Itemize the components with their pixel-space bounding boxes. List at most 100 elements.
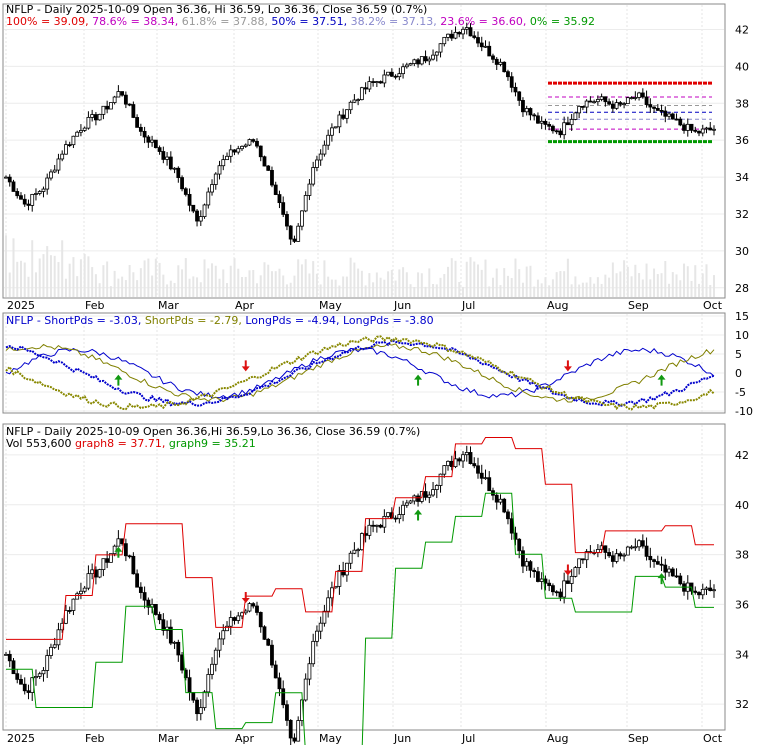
candle-body bbox=[108, 102, 113, 110]
candle-body bbox=[378, 81, 383, 84]
candle-body bbox=[213, 173, 218, 185]
volume-bar bbox=[705, 264, 708, 297]
candle-body bbox=[536, 571, 540, 582]
volume-bar bbox=[615, 273, 618, 297]
candle-body bbox=[266, 638, 271, 646]
candle-body bbox=[438, 43, 443, 53]
volume-bar bbox=[626, 266, 629, 297]
candle-body bbox=[502, 61, 507, 73]
candle-body bbox=[138, 126, 143, 132]
candle-body bbox=[243, 144, 248, 147]
y-tick-label-bot: 32 bbox=[735, 698, 749, 711]
candle-body bbox=[307, 183, 312, 196]
x-tick-label-top: Jun bbox=[393, 299, 411, 312]
candle-body bbox=[543, 120, 548, 125]
candle-body bbox=[670, 113, 675, 120]
volume-bar bbox=[623, 260, 626, 297]
candle-body bbox=[648, 555, 653, 561]
volume-bar bbox=[458, 281, 461, 297]
candle-body bbox=[468, 27, 473, 37]
volume-bar bbox=[102, 265, 105, 297]
candle-body bbox=[4, 653, 8, 656]
candle-body bbox=[622, 103, 626, 106]
candle-body bbox=[521, 550, 525, 567]
candle-body bbox=[277, 194, 282, 204]
volume-bar bbox=[91, 267, 94, 297]
volume-bar bbox=[248, 270, 251, 297]
volume-bar bbox=[173, 282, 176, 297]
y-tick-label-mid: -5 bbox=[735, 386, 746, 399]
candle-body bbox=[311, 640, 316, 665]
volume-bar bbox=[574, 276, 577, 297]
candle-body bbox=[622, 554, 626, 557]
candle-body bbox=[674, 575, 679, 578]
volume-bar bbox=[94, 274, 97, 297]
bottom-legend-item-2: graph9 = 35.21 bbox=[165, 437, 255, 450]
volume-bar bbox=[192, 276, 195, 297]
candle-body bbox=[532, 569, 537, 573]
volume-bar bbox=[510, 278, 513, 297]
volume-bar bbox=[117, 278, 120, 297]
volume-bar bbox=[158, 262, 161, 297]
candle-body bbox=[397, 73, 402, 78]
candle-body bbox=[217, 638, 222, 651]
candle-body bbox=[697, 130, 701, 134]
candle-body bbox=[483, 477, 488, 480]
candle-body bbox=[202, 691, 207, 709]
candle-body bbox=[599, 96, 604, 100]
volume-bar bbox=[233, 258, 236, 297]
volume-bar bbox=[387, 271, 390, 297]
candle-body bbox=[670, 568, 675, 577]
volume-bar bbox=[19, 260, 22, 297]
candle-body bbox=[663, 110, 668, 117]
volume-bar bbox=[690, 280, 693, 297]
candle-body bbox=[67, 610, 72, 612]
candle-body bbox=[584, 100, 589, 108]
candle-body bbox=[359, 533, 364, 551]
candle-body bbox=[34, 193, 38, 195]
candle-body bbox=[49, 646, 53, 656]
volume-bar bbox=[480, 269, 483, 297]
candle-body bbox=[648, 104, 653, 108]
volume-bar bbox=[589, 277, 592, 297]
candle-body bbox=[378, 524, 383, 528]
candle-body bbox=[356, 99, 361, 102]
candle-body bbox=[536, 115, 540, 124]
candle-body bbox=[652, 106, 656, 109]
volume-bar bbox=[330, 279, 333, 297]
volume-bar bbox=[300, 264, 303, 297]
candle-body bbox=[697, 592, 701, 596]
candle-body bbox=[300, 210, 304, 227]
volume-bar bbox=[121, 276, 124, 297]
candle-body bbox=[566, 122, 570, 126]
candle-body bbox=[476, 37, 480, 44]
oscillator-legend: NFLP - ShortPds = -3.03, ShortPds = -2.7… bbox=[6, 314, 434, 327]
candle-body bbox=[315, 159, 319, 168]
candle-body bbox=[614, 102, 619, 109]
candle-body bbox=[168, 156, 173, 170]
candle-body bbox=[255, 605, 259, 613]
candle-body bbox=[4, 176, 8, 179]
volume-bar bbox=[660, 273, 663, 297]
candle-body bbox=[367, 81, 372, 90]
x-tick-label-top: Aug bbox=[547, 299, 568, 312]
volume-bar bbox=[611, 262, 614, 297]
candle-body bbox=[221, 159, 226, 167]
candle-body bbox=[123, 543, 128, 557]
candle-body bbox=[487, 45, 492, 57]
candle-body bbox=[341, 114, 346, 119]
candle-body bbox=[693, 129, 698, 132]
volume-bar bbox=[465, 261, 468, 297]
candle-body bbox=[333, 126, 338, 129]
candle-body bbox=[165, 156, 169, 160]
volume-bar bbox=[536, 279, 539, 297]
x-tick-label-bottom: Apr bbox=[235, 732, 255, 745]
candle-body bbox=[389, 71, 394, 77]
volume-bar bbox=[435, 284, 438, 297]
candle-body bbox=[693, 590, 698, 593]
candle-body bbox=[438, 473, 443, 486]
candle-body bbox=[618, 102, 623, 105]
volume-bar bbox=[432, 284, 435, 297]
candle-body bbox=[610, 103, 615, 109]
candle-body bbox=[318, 622, 323, 632]
